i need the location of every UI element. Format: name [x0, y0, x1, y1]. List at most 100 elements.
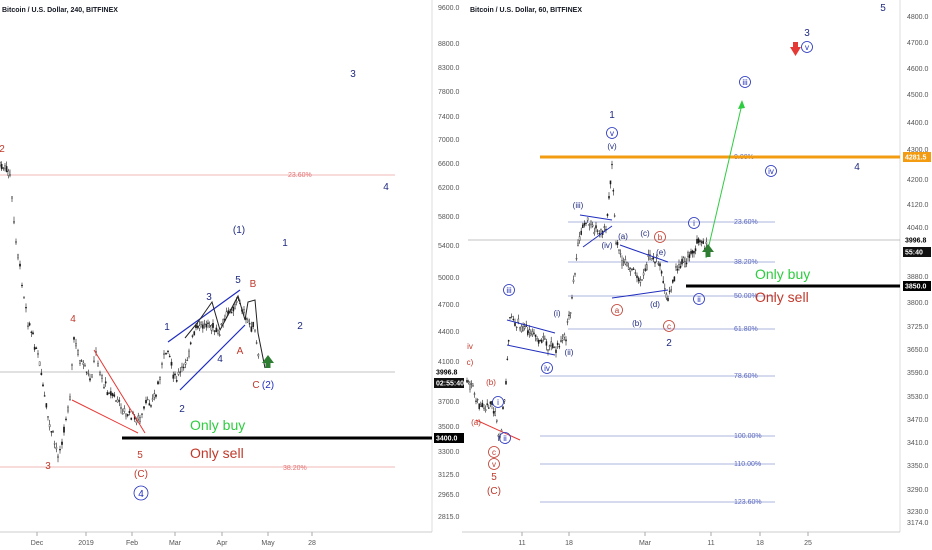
left-wave-label: (C) [134, 469, 148, 480]
left-wave-label: 1 [282, 238, 288, 249]
right-y-tick: 4700.0 [907, 40, 929, 47]
right-x-tick: 11 [518, 540, 525, 547]
left-y-tick: 3125.0 [438, 472, 460, 479]
right-title: Bitcoin / U.S. Dollar, 60, BITFINEX [470, 7, 582, 14]
right-wave-label: i [497, 398, 499, 407]
left-wave-label: B [250, 279, 257, 290]
left-close-price-tag: 3996.8 [436, 370, 458, 377]
right-orange-tag: 4281.5 [905, 155, 927, 162]
right-close-price-tag: 3996.8 [905, 238, 927, 245]
right-fib-label: 78.60% [734, 373, 758, 380]
right-fib-label: 38.20% [734, 259, 758, 266]
right-y-tick: 4800.0 [907, 14, 929, 21]
left-y-tick: 8800.0 [438, 41, 460, 48]
right-wave-label: 4 [854, 162, 860, 173]
left-wave-label: 4 [138, 489, 144, 500]
left-wave-label: 2 [297, 321, 303, 332]
left-wave-label: 3 [45, 461, 51, 472]
right-fib-label: 61.80% [734, 326, 758, 333]
right-wave-label: c [667, 322, 671, 331]
left-wave-label: 5 [235, 275, 241, 286]
right-wave-label: ii [697, 295, 701, 304]
left-wave-label: 5 [137, 450, 143, 461]
right-y-tick: 4400.0 [907, 120, 929, 127]
left-fib-38: 38.20% [283, 465, 307, 472]
right-wave-label: 2 [666, 338, 672, 349]
left-y-tick: 2815.0 [438, 514, 460, 521]
right-y-ticks: 4800.0 4700.0 4600.0 4500.0 4400.0 4300.0 4200… [907, 14, 929, 527]
right-fib-label: 100.00% [734, 433, 762, 440]
right-y-tick: 3800.0 [907, 300, 929, 307]
left-candles [0, 161, 260, 463]
left-level-tag: 3400.0 [436, 436, 458, 443]
right-y-tick: 3650.0 [907, 347, 929, 354]
right-x-ticks: 11 18 Mar 11 18 25 [518, 532, 812, 547]
left-x-tick: May [261, 540, 275, 547]
left-y-tick: 5000.0 [438, 275, 460, 282]
right-wave-label: (b) [632, 319, 642, 328]
left-y-tick: 2965.0 [438, 492, 460, 499]
right-wave-label: (b) [486, 378, 496, 387]
left-x-ticks: Dec 2019 Feb Mar Apr May 28 [31, 532, 316, 547]
right-wave-label: (d) [650, 300, 660, 309]
left-x-tick: 28 [308, 540, 316, 547]
left-timer-tag: 02:55:40 [436, 381, 464, 388]
right-x-tick: 25 [804, 540, 812, 547]
right-y-tick: 4120.0 [907, 202, 929, 209]
right-y-tick: 4600.0 [907, 66, 929, 73]
right-panel: Bitcoin / U.S. Dollar, 60, BITFINEX 4800… [462, 0, 929, 547]
left-y-tick: 3700.0 [438, 399, 460, 406]
price-tags: 3996.8 02:55:40 3400.0 4281.5 3996.8 55:40 385… [434, 152, 931, 443]
right-fib-label: 123.60% [734, 499, 762, 506]
left-x-tick: Mar [169, 540, 182, 547]
left-y-tick: 4700.0 [438, 302, 460, 309]
right-y-tick: 3530.0 [907, 394, 929, 401]
right-wave-label: v [610, 129, 614, 138]
left-y-tick: 3500.0 [438, 424, 460, 431]
red-down-arrow [790, 42, 801, 56]
right-wave-label: (v) [607, 142, 617, 151]
right-wave-label: (a) [471, 418, 481, 427]
left-wave-label: 2 [179, 404, 185, 415]
right-fib-label: 23.60% [734, 219, 758, 226]
left-wave-label: 1 [164, 322, 170, 333]
left-only-sell: Only sell [190, 445, 244, 461]
right-timer-tag: 55:40 [905, 250, 923, 257]
left-y-tick: 6600.0 [438, 161, 460, 168]
right-wave-label: (c) [640, 229, 650, 238]
right-wave-label: v [805, 43, 809, 52]
left-y-tick: 4100.0 [438, 359, 460, 366]
right-wave-label: 5 [491, 472, 497, 483]
left-title: Bitcoin / U.S. Dollar, 240, BITFINEX [2, 7, 118, 14]
left-only-buy: Only buy [190, 417, 245, 433]
right-wave-label: v [492, 460, 496, 469]
right-wave-label: iii [506, 286, 512, 295]
right-y-tick: 3350.0 [907, 463, 929, 470]
right-wave-label: a [615, 306, 620, 315]
left-y-ticks: 9600.0 8800.0 8300.0 7800.0 7400.0 7000.0 6600… [438, 5, 460, 521]
left-wave-label: 2 [0, 144, 5, 155]
left-y-tick: 7000.0 [438, 137, 460, 144]
left-wave-label: (1) [233, 225, 245, 236]
right-wave-label: ii [503, 434, 507, 443]
right-wave-label: 3 [804, 28, 810, 39]
right-wave-label: iv [768, 167, 774, 176]
right-y-tick: 3290.0 [907, 487, 929, 494]
right-wave-label: iv [467, 342, 473, 351]
left-fib-23: 23.60% [288, 172, 312, 179]
right-y-tick: 3230.0 [907, 509, 929, 516]
right-only-buy: Only buy [755, 266, 810, 282]
left-wave-label: 3 [350, 69, 356, 80]
green-up-arrow-left [262, 355, 274, 368]
left-y-tick: 8300.0 [438, 65, 460, 72]
right-y-tick: 3590.0 [907, 370, 929, 377]
right-wave-label: (iii) [573, 201, 584, 210]
right-x-tick: 11 [707, 540, 714, 547]
left-y-tick: 6200.0 [438, 185, 460, 192]
right-level-tag: 3850.0 [905, 284, 927, 291]
right-y-tick: 4200.0 [907, 177, 929, 184]
right-wave-label: (iv) [601, 241, 612, 250]
right-y-tick: 3174.0 [907, 520, 929, 527]
